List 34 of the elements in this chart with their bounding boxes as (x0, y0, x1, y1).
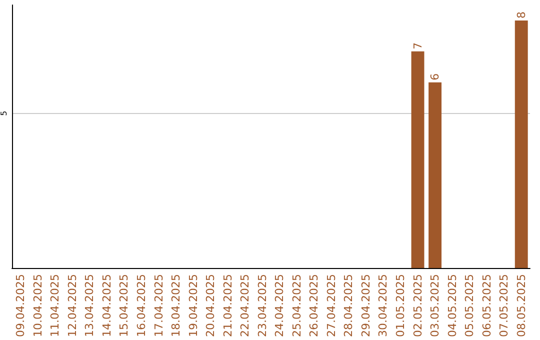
x-tick-label: 06.05.2025 (480, 274, 494, 338)
x-tick-label: 18.04.2025 (170, 274, 183, 338)
x-tick-label: 22.04.2025 (238, 274, 252, 338)
x-tick-label: 08.05.2025 (514, 274, 528, 338)
x-tick-label: 28.04.2025 (342, 274, 356, 338)
x-tick-label: 13.04.2025 (83, 274, 96, 338)
x-tick-label: 19.04.2025 (186, 274, 200, 338)
x-tick-label: 04.05.2025 (446, 274, 459, 338)
x-tick-label: 20.04.2025 (204, 274, 218, 338)
x-tick-label: 29.04.2025 (359, 274, 372, 338)
x-tick-label: 03.05.2025 (428, 274, 442, 338)
x-tick-label: 24.04.2025 (273, 274, 286, 338)
x-tick-label: 01.05.2025 (394, 274, 407, 338)
x-tick-label: 11.04.2025 (48, 274, 62, 338)
y-tick-label: 5 (0, 110, 8, 116)
x-tick-label: 30.04.2025 (376, 274, 390, 338)
x-tick-label: 25.04.2025 (290, 274, 304, 338)
x-tick-label: 21.04.2025 (221, 274, 234, 338)
x-tick-label: 07.05.2025 (498, 274, 511, 338)
x-tick-label: 15.04.2025 (118, 274, 131, 338)
x-tick-label: 23.04.2025 (256, 274, 269, 338)
data-label: 8 (514, 11, 528, 18)
x-tick-label: 05.05.2025 (463, 274, 476, 338)
x-tick-label: 09.04.2025 (14, 274, 28, 338)
x-tick-label: 14.04.2025 (100, 274, 114, 338)
data-label: 6 (428, 73, 442, 80)
x-tick-label: 16.04.2025 (135, 274, 148, 338)
x-tick-label: 26.04.2025 (308, 274, 321, 338)
x-tick-label: 17.04.2025 (152, 274, 166, 338)
x-tick-label: 02.05.2025 (411, 274, 424, 338)
x-tick-label: 12.04.2025 (66, 274, 79, 338)
data-label: 7 (411, 42, 424, 50)
x-tick-label: 10.04.2025 (31, 274, 44, 338)
x-tick-label: 27.04.2025 (324, 274, 338, 338)
